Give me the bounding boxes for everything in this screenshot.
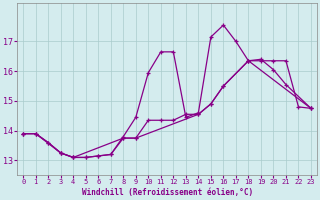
X-axis label: Windchill (Refroidissement éolien,°C): Windchill (Refroidissement éolien,°C): [82, 188, 253, 197]
